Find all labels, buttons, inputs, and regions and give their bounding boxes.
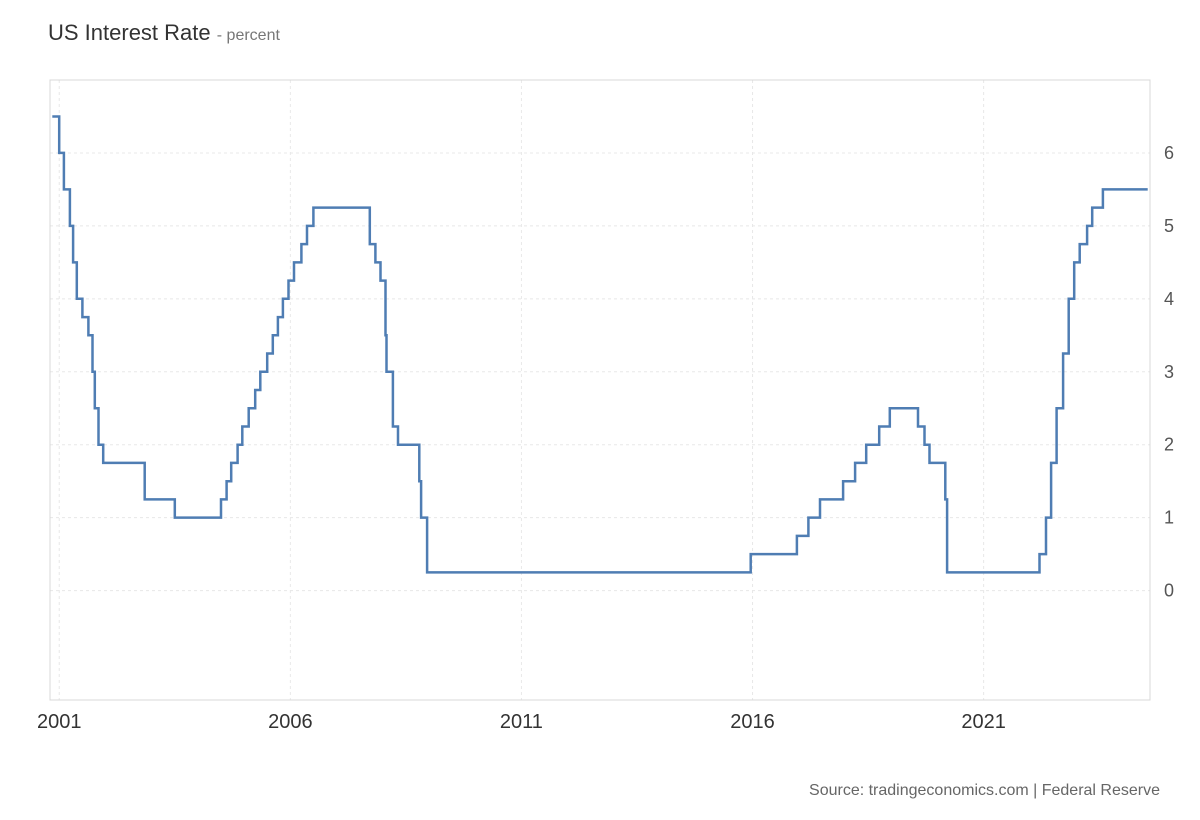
ytick-label: 5 xyxy=(1164,216,1174,236)
ytick-label: 1 xyxy=(1164,508,1174,528)
xtick-label: 2006 xyxy=(268,711,313,733)
ytick-label: 2 xyxy=(1164,435,1174,455)
source-attribution: Source: tradingeconomics.com | Federal R… xyxy=(809,782,1160,800)
xtick-label: 2016 xyxy=(730,711,775,733)
xtick-label: 2001 xyxy=(37,711,82,733)
xtick-label: 2011 xyxy=(500,711,543,733)
ytick-label: 4 xyxy=(1164,289,1174,309)
ytick-label: 0 xyxy=(1164,581,1174,601)
interest-rate-chart: 0 1 2 3 4 5 6 2001 2006 2011 2016 2021 xyxy=(0,0,1200,820)
ytick-label: 3 xyxy=(1164,362,1174,382)
xtick-label: 2021 xyxy=(961,711,1006,733)
ytick-label: 6 xyxy=(1164,143,1174,163)
